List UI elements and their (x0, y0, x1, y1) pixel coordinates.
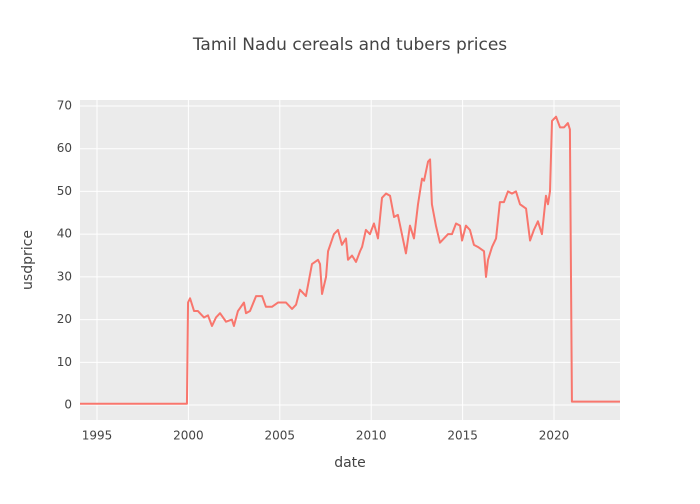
y-axis-label: usdprice (20, 230, 36, 290)
y-tick-label: 30 (57, 269, 72, 283)
chart-title: Tamil Nadu cereals and tubers prices (192, 35, 507, 55)
y-tick-label: 70 (57, 98, 72, 112)
plot-area (80, 100, 620, 420)
x-tick-label: 2000 (173, 429, 204, 443)
x-tick-label: 1995 (82, 429, 113, 443)
y-tick-label: 40 (57, 227, 72, 241)
x-tick-label: 2020 (539, 429, 570, 443)
line-series (80, 115, 620, 405)
y-tick-label: 10 (57, 355, 72, 369)
x-tick-label: 2010 (356, 429, 387, 443)
y-tick-label: 20 (57, 312, 72, 326)
x-tick-label: 2005 (265, 429, 296, 443)
y-tick-label: 60 (57, 141, 72, 155)
y-tick-label: 50 (57, 184, 72, 198)
x-axis-label: date (334, 455, 366, 471)
y-tick-label: 0 (64, 398, 72, 412)
x-tick-label: 2015 (447, 429, 478, 443)
